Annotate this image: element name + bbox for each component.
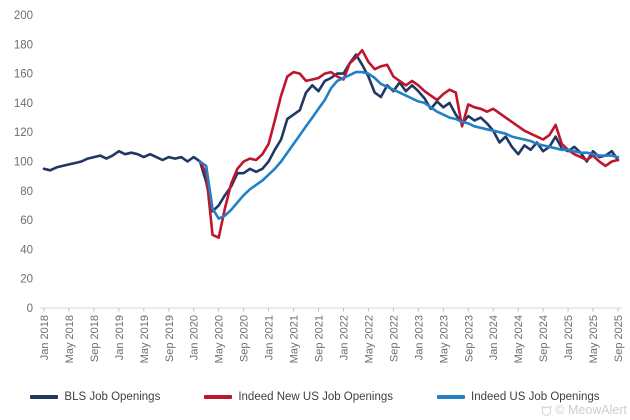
legend-label-indeed-new: Indeed New US Job Openings bbox=[238, 391, 394, 403]
indeed-us-line-swatch-icon bbox=[437, 395, 466, 399]
x-axis-tick-label: Jan 2019 bbox=[114, 315, 126, 360]
x-axis-tick-label: Sep 2019 bbox=[164, 315, 176, 362]
legend-label-indeed-us: Indeed US Job Openings bbox=[471, 391, 600, 403]
x-axis-tick-label: Jan 2020 bbox=[189, 315, 201, 360]
y-axis-tick-label: 140 bbox=[14, 98, 33, 110]
x-axis-tick-label: Jan 2025 bbox=[563, 315, 575, 360]
x-axis-tick-label: May 2025 bbox=[588, 315, 600, 363]
x-axis-tick-label: Sep 2022 bbox=[388, 315, 400, 362]
bls-line-swatch-icon bbox=[30, 395, 59, 399]
y-axis-tick-label: 200 bbox=[14, 10, 33, 22]
series-line-0 bbox=[42, 53, 620, 213]
x-axis-tick-label: Sep 2024 bbox=[538, 315, 550, 362]
series-line-1 bbox=[198, 48, 620, 239]
x-axis-tick-label: May 2021 bbox=[289, 315, 301, 363]
x-axis-tick-label: Sep 2018 bbox=[89, 315, 101, 362]
y-axis-tick-label: 120 bbox=[14, 127, 33, 139]
legend-item-indeed-us: Indeed US Job Openings bbox=[437, 391, 600, 403]
y-axis-tick-label: 0 bbox=[27, 303, 33, 315]
y-axis-tick-label: 60 bbox=[20, 215, 33, 227]
x-axis-tick-label: May 2024 bbox=[513, 315, 525, 363]
legend-label-bls: BLS Job Openings bbox=[64, 391, 161, 403]
x-axis-tick-label: May 2018 bbox=[64, 315, 76, 363]
x-axis-tick-label: May 2022 bbox=[363, 315, 375, 363]
y-axis-tick-label: 180 bbox=[14, 39, 33, 51]
legend-item-indeed-new: Indeed New US Job Openings bbox=[204, 391, 393, 403]
x-axis-tick-label: Jan 2018 bbox=[39, 315, 51, 360]
x-axis-tick-label: May 2020 bbox=[214, 315, 226, 363]
x-axis-tick-label: Sep 2025 bbox=[613, 315, 625, 362]
y-axis-tick-label: 160 bbox=[14, 69, 33, 81]
y-axis-tick-label: 100 bbox=[14, 157, 33, 169]
indeed-new-line-swatch-icon bbox=[204, 395, 233, 399]
x-axis-tick-label: Sep 2020 bbox=[239, 315, 251, 362]
x-axis-tick-label: Sep 2023 bbox=[463, 315, 475, 362]
x-axis-tick-label: May 2019 bbox=[139, 315, 151, 363]
x-axis-tick-label: May 2023 bbox=[438, 315, 450, 363]
y-axis-tick-label: 40 bbox=[20, 244, 33, 256]
x-axis-tick-label: Jan 2024 bbox=[488, 315, 500, 360]
legend-item-bls: BLS Job Openings bbox=[30, 391, 160, 403]
x-axis-tick-label: Jan 2021 bbox=[264, 315, 276, 360]
chart-svg: 0 20 40 60 80 100 120 140 160 180 200 Jan 2018 May 2… bbox=[14, 10, 625, 363]
x-axis-tick-label: Sep 2021 bbox=[314, 315, 326, 362]
y-axis-tick-label: 80 bbox=[20, 186, 33, 198]
x-axis-tick-label: Jan 2022 bbox=[338, 315, 350, 360]
chart-legend: BLS Job Openings Indeed New US Job Openi… bbox=[0, 384, 630, 410]
series-line-2 bbox=[198, 70, 620, 220]
y-axis-tick-label: 20 bbox=[20, 274, 33, 286]
x-axis-tick-label: Jan 2023 bbox=[413, 315, 425, 360]
